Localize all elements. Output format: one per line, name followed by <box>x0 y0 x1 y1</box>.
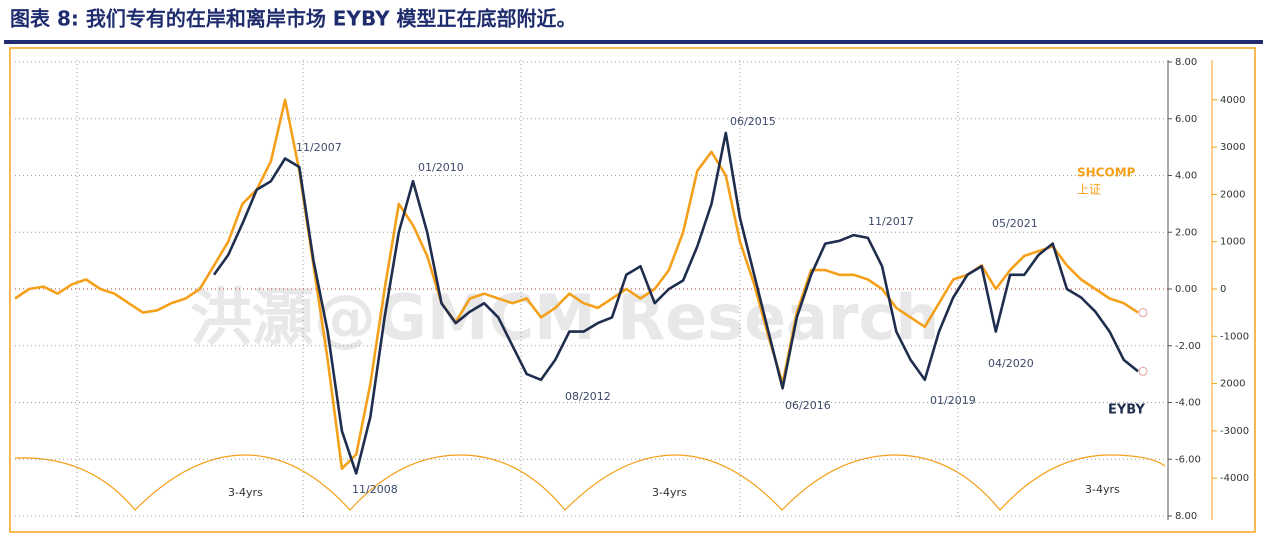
y2-tick-label: 2000 <box>1220 189 1245 200</box>
y2-tick-label: -3000 <box>1220 426 1249 437</box>
y2-tick-label: 1000 <box>1220 237 1245 248</box>
title-rule <box>4 40 1263 44</box>
annotation: 08/2012 <box>565 390 611 403</box>
y2-tick-label: 2000 <box>1220 379 1245 390</box>
cycle-curve <box>14 454 1166 511</box>
annotation: 04/2020 <box>988 357 1034 370</box>
legend-label: SHCOMP <box>1077 166 1136 180</box>
end-marker <box>1138 308 1148 318</box>
annotation: 06/2016 <box>785 399 831 412</box>
vertical-grid <box>76 60 959 520</box>
chart-title: 图表 8: 我们专有的在岸和离岸市场 EYBY 模型正在底部附近。 <box>10 7 577 31</box>
y-tick-label: 8.00 <box>1175 511 1197 522</box>
annotation: 11/2008 <box>352 483 398 496</box>
legend-label: EYBY <box>1108 403 1145 418</box>
y-tick-label: 8.00 <box>1175 57 1197 68</box>
y-tick-label: 4.00 <box>1175 171 1197 182</box>
y-tick-label: -2.00 <box>1175 341 1201 352</box>
legend-label-cn: 上证 <box>1077 183 1101 197</box>
y-tick-label: 0.00 <box>1175 284 1197 295</box>
series-line <box>212 131 1139 475</box>
end-marker <box>1138 366 1148 376</box>
y2-tick-label: 0 <box>1220 284 1226 295</box>
annotation: 11/2017 <box>868 215 914 228</box>
frame <box>9 47 1256 533</box>
cycle-label: 3-4yrs <box>228 486 263 499</box>
y-tick-label: 6.00 <box>1175 114 1197 125</box>
y2-tick-label: -4000 <box>1220 473 1249 484</box>
annotation: 05/2021 <box>992 217 1038 230</box>
series-line <box>14 98 1139 470</box>
y-tick-label: -6.00 <box>1175 454 1201 465</box>
y-tick-label: 2.00 <box>1175 227 1197 238</box>
y2-tick-label: 4000 <box>1220 95 1245 106</box>
y2-tick-label: -1000 <box>1220 331 1249 342</box>
y-tick-label: -4.00 <box>1175 398 1201 409</box>
annotation: 06/2015 <box>730 115 776 128</box>
cycle-label: 3-4yrs <box>652 486 687 499</box>
annotation: 01/2010 <box>418 161 464 174</box>
cycle-label: 3-4yrs <box>1085 483 1120 496</box>
y2-tick-label: 3000 <box>1220 142 1245 153</box>
annotation: 01/2019 <box>930 394 976 407</box>
annotation: 11/2007 <box>296 141 342 154</box>
